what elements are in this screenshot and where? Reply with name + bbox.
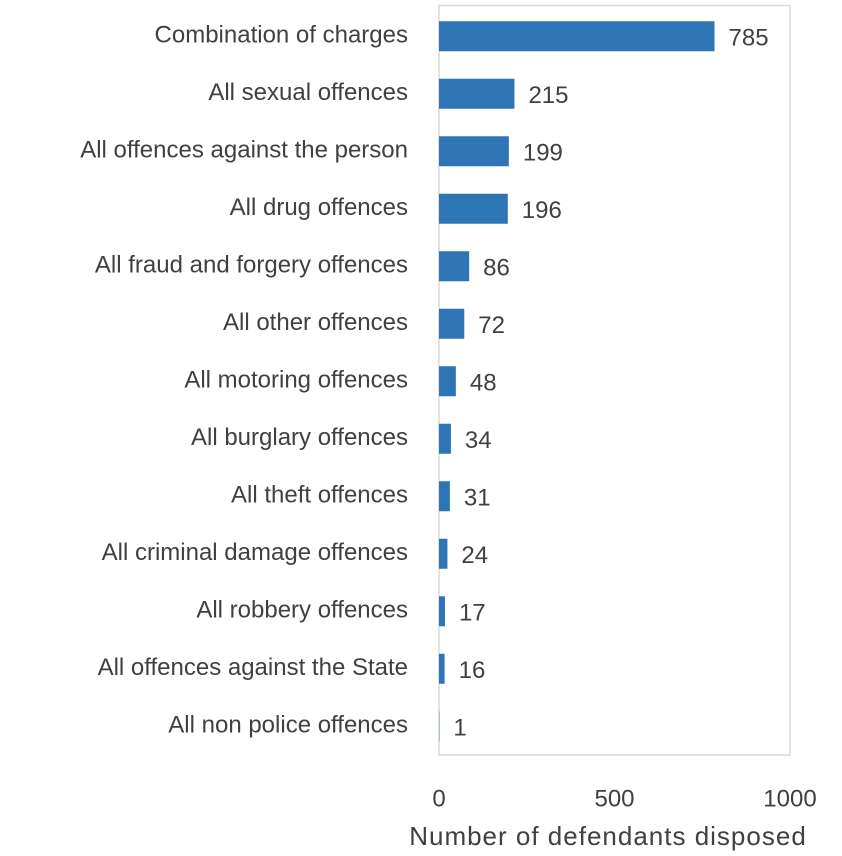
x-tick-label: 0	[432, 785, 445, 812]
y-tick-label: All criminal damage offences	[102, 539, 408, 566]
x-axis-title: Number of defendants disposed	[409, 821, 807, 851]
bar	[439, 78, 515, 109]
bar	[439, 308, 465, 339]
bar	[439, 538, 448, 569]
bar	[439, 366, 456, 397]
data-label: 48	[470, 370, 497, 397]
y-tick-label: All robbery offences	[196, 597, 408, 624]
data-label: 199	[523, 140, 563, 167]
bar	[439, 653, 445, 684]
y-tick-label: All offences against the State	[98, 654, 408, 681]
y-tick-label: All fraud and forgery offences	[95, 252, 408, 279]
bar	[439, 481, 450, 512]
bar	[439, 251, 470, 282]
y-tick-label: All sexual offences	[208, 79, 408, 106]
data-label: 24	[461, 542, 488, 569]
bar	[439, 193, 508, 224]
data-label: 215	[528, 82, 568, 109]
y-tick-label: All non police offences	[168, 712, 408, 739]
y-tick-label: All drug offences	[230, 194, 408, 221]
data-label: 196	[522, 197, 562, 224]
bar	[439, 423, 451, 454]
bar	[439, 136, 509, 167]
data-label: 17	[459, 600, 486, 627]
y-tick-label: All offences against the person	[80, 137, 408, 164]
y-tick-label: All other offences	[223, 309, 408, 336]
bar	[439, 596, 445, 627]
x-tick-label: 500	[594, 785, 634, 812]
data-label: 1	[453, 715, 466, 742]
y-tick-label: Combination of charges	[155, 22, 408, 49]
data-label: 86	[483, 255, 510, 282]
data-label: 72	[478, 312, 505, 339]
bar	[439, 21, 715, 52]
y-tick-label: All theft offences	[231, 482, 408, 509]
data-label: 785	[729, 25, 769, 52]
data-label: 34	[465, 427, 492, 454]
y-tick-label: All motoring offences	[184, 367, 408, 394]
data-label: 16	[459, 657, 486, 684]
data-label: 31	[464, 485, 491, 512]
y-tick-label: All burglary offences	[191, 424, 408, 451]
x-tick-label: 1000	[763, 785, 816, 812]
